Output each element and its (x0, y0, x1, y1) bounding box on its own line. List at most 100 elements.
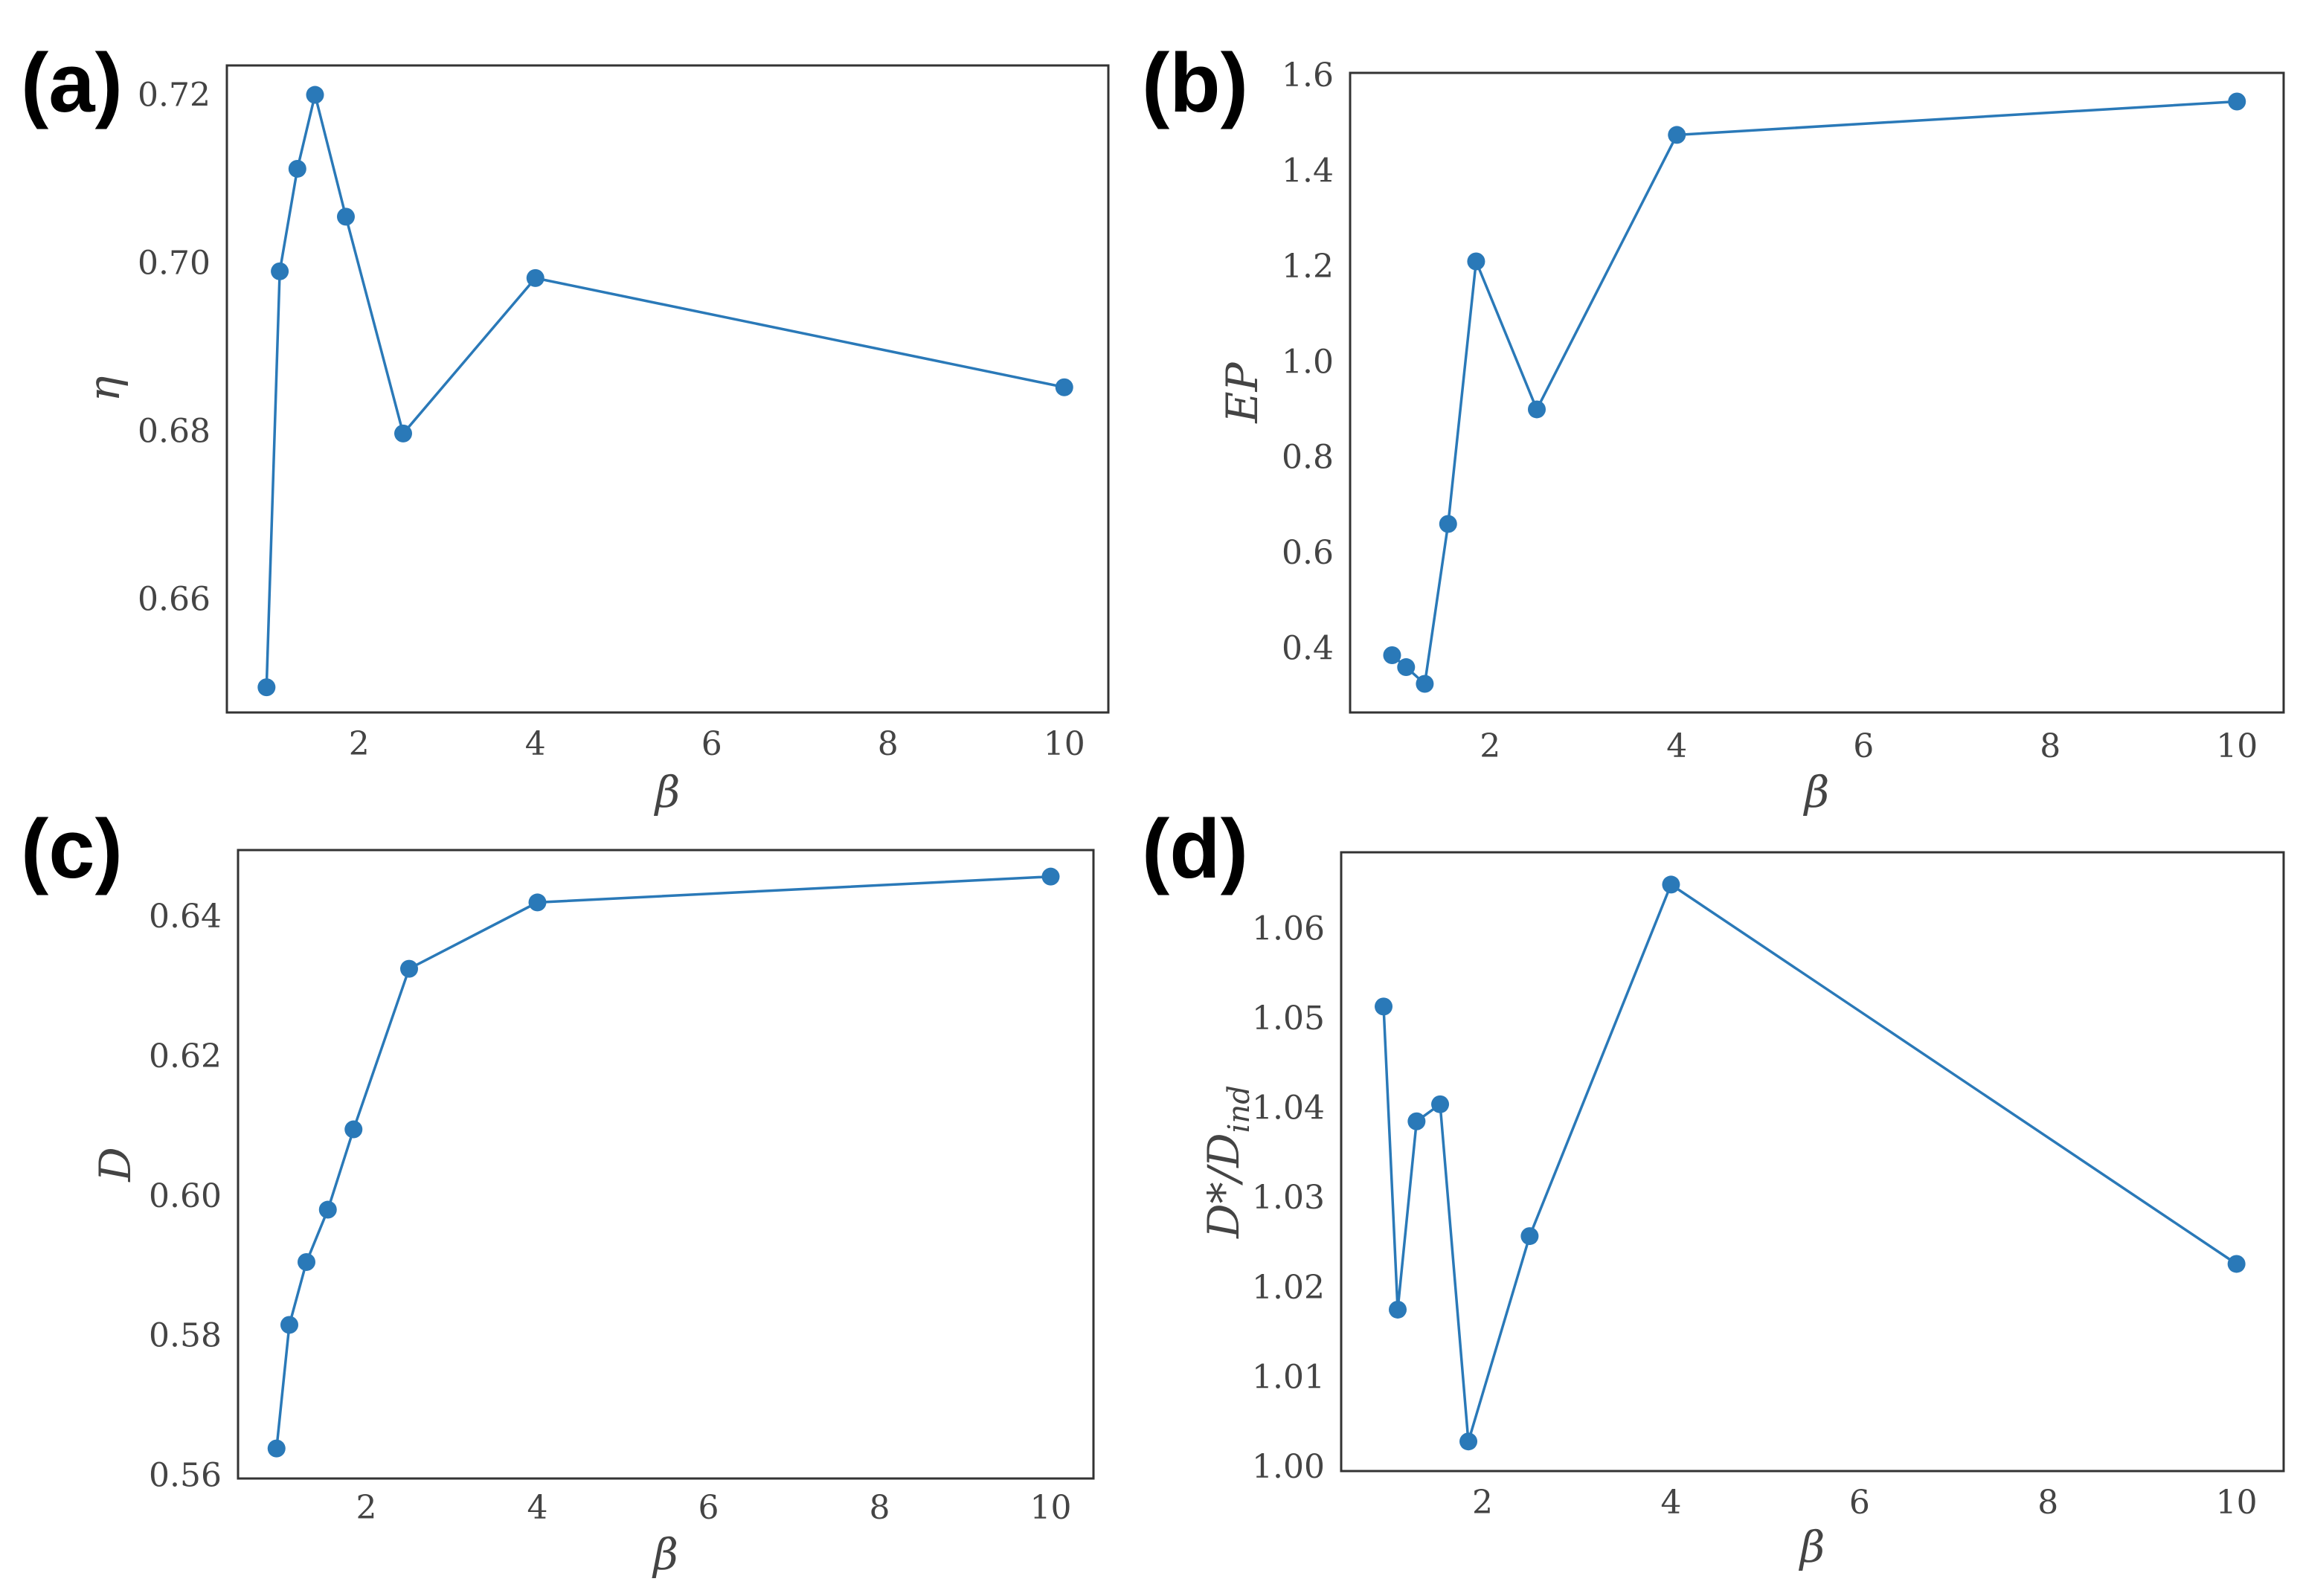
y-tick-label: 1.04 (1252, 1090, 1325, 1127)
x-tick-label: 4 (1660, 1484, 1681, 1522)
data-point (1467, 252, 1485, 271)
x-tick-label: 8 (2040, 727, 2060, 765)
data-point (1459, 1432, 1478, 1451)
data-point (1375, 997, 1393, 1016)
y-tick-label: 0.66 (138, 580, 211, 618)
x-axis-label: β (1803, 767, 1830, 817)
x-tick-label: 10 (2216, 1484, 2258, 1522)
data-point (267, 1439, 286, 1458)
series-line (1391, 100, 2238, 686)
x-tick-label: 10 (1044, 725, 1085, 763)
y-axis-label-main: D*/D (1198, 1133, 1249, 1239)
y-tick-label: 1.00 (1252, 1448, 1325, 1486)
x-tick-label: 4 (527, 1489, 548, 1527)
data-point (1416, 675, 1434, 693)
y-axis-label: η (79, 376, 129, 402)
y-tick-label: 0.8 (1282, 439, 1334, 477)
y-tick-label: 1.01 (1252, 1358, 1325, 1396)
y-tick-label: 0.68 (138, 412, 211, 450)
data-point (1668, 126, 1686, 144)
plot-frame-b (1349, 71, 2285, 714)
x-tick-label: 2 (356, 1489, 377, 1527)
y-tick-label: 0.6 (1282, 534, 1334, 572)
y-tick-label: 0.70 (138, 245, 211, 283)
data-point (1520, 1227, 1539, 1246)
x-tick-label: 8 (878, 725, 899, 763)
x-tick-label: 2 (1472, 1484, 1493, 1522)
x-axis-label: β (654, 767, 681, 817)
x-tick-label: 6 (1853, 727, 1874, 765)
data-point (298, 1252, 315, 1271)
y-tick-label: 0.60 (149, 1177, 222, 1215)
data-point (271, 262, 289, 280)
y-tick-label: 0.56 (149, 1456, 222, 1494)
data-point (1041, 867, 1060, 886)
y-tick-label: 0.64 (149, 898, 222, 936)
y-tick-label: 0.62 (149, 1037, 222, 1075)
y-axis-label-subscript: ind (1222, 1085, 1256, 1133)
y-tick-label: 1.2 (1282, 248, 1334, 286)
data-point (2227, 1255, 2246, 1273)
x-tick-label: 2 (349, 725, 370, 763)
data-point (1431, 1095, 1450, 1113)
x-tick-label: 8 (2037, 1484, 2058, 1522)
y-tick-label: 1.06 (1252, 910, 1325, 947)
series-line (275, 875, 1051, 1449)
data-point (526, 268, 545, 287)
panel-label-d: (d) (1142, 802, 1248, 895)
data-point (288, 159, 306, 178)
y-tick-label: 0.58 (149, 1317, 222, 1355)
plot-frame-a (225, 64, 1110, 714)
panel-b: (b) 2 4 6 8 10 0.4 0.6 0.8 1.0 1.2 1.4 1.6 β EP (1142, 36, 2285, 817)
data-point (1397, 658, 1416, 677)
data-point (280, 1316, 298, 1334)
plot-frame-d (1340, 851, 2285, 1473)
x-axis-label: β (1799, 1522, 1825, 1572)
x-axis-label: β (652, 1529, 678, 1580)
data-point (1528, 400, 1546, 419)
data-point (257, 678, 276, 697)
x-tick-label: 2 (1480, 727, 1500, 765)
y-tick-label: 0.4 (1282, 629, 1334, 667)
data-point (1662, 875, 1680, 894)
panel-label-a: (a) (21, 36, 123, 129)
data-point (1389, 1300, 1407, 1319)
data-point (528, 893, 547, 912)
panel-a: (a) 2 4 6 8 10 0.66 0.68 0.70 0.72 β η (21, 36, 1110, 817)
x-tick-label: 6 (1849, 1484, 1870, 1522)
data-point (1055, 378, 1073, 396)
y-tick-label: 0.72 (138, 77, 211, 115)
y-tick-label: 1.6 (1282, 57, 1334, 94)
x-tick-label: 10 (1030, 1489, 1072, 1527)
x-tick-label: 4 (1666, 727, 1687, 765)
panel-label-c: (c) (21, 802, 123, 895)
series-line (1382, 882, 2238, 1442)
data-point (1383, 646, 1401, 664)
data-point (344, 1120, 363, 1139)
data-point (400, 959, 418, 978)
y-tick-label: 1.05 (1252, 1000, 1325, 1037)
panel-d: (d) 2 4 6 8 10 1.00 1.01 1.02 1.03 1.04 1.05 1.06 β D*… (1142, 802, 2285, 1572)
data-point (394, 424, 412, 443)
panel-label-b: (b) (1142, 36, 1248, 129)
panel-c: (c) 2 4 6 8 10 0.56 0.58 0.60 0.62 0.64 β D (21, 802, 1095, 1580)
data-point (1407, 1112, 1426, 1130)
data-point (336, 207, 355, 226)
y-tick-label: 1.02 (1252, 1269, 1325, 1307)
y-tick-label: 1.4 (1282, 152, 1334, 190)
y-tick-label: 1.03 (1252, 1179, 1325, 1217)
plot-frame-c (237, 849, 1095, 1480)
x-tick-label: 8 (870, 1489, 890, 1527)
series-line (265, 94, 1065, 688)
x-tick-label: 4 (525, 725, 546, 763)
x-tick-label: 10 (2216, 727, 2258, 765)
y-axis-label: EP (1217, 361, 1268, 423)
y-tick-label: 1.0 (1282, 343, 1334, 381)
y-axis-label: D (90, 1147, 141, 1182)
data-point (2228, 92, 2246, 111)
x-tick-label: 6 (698, 1489, 719, 1527)
x-tick-label: 6 (701, 725, 722, 763)
y-axis-label: D*/Dind (1198, 1085, 1256, 1239)
data-point (306, 86, 324, 104)
